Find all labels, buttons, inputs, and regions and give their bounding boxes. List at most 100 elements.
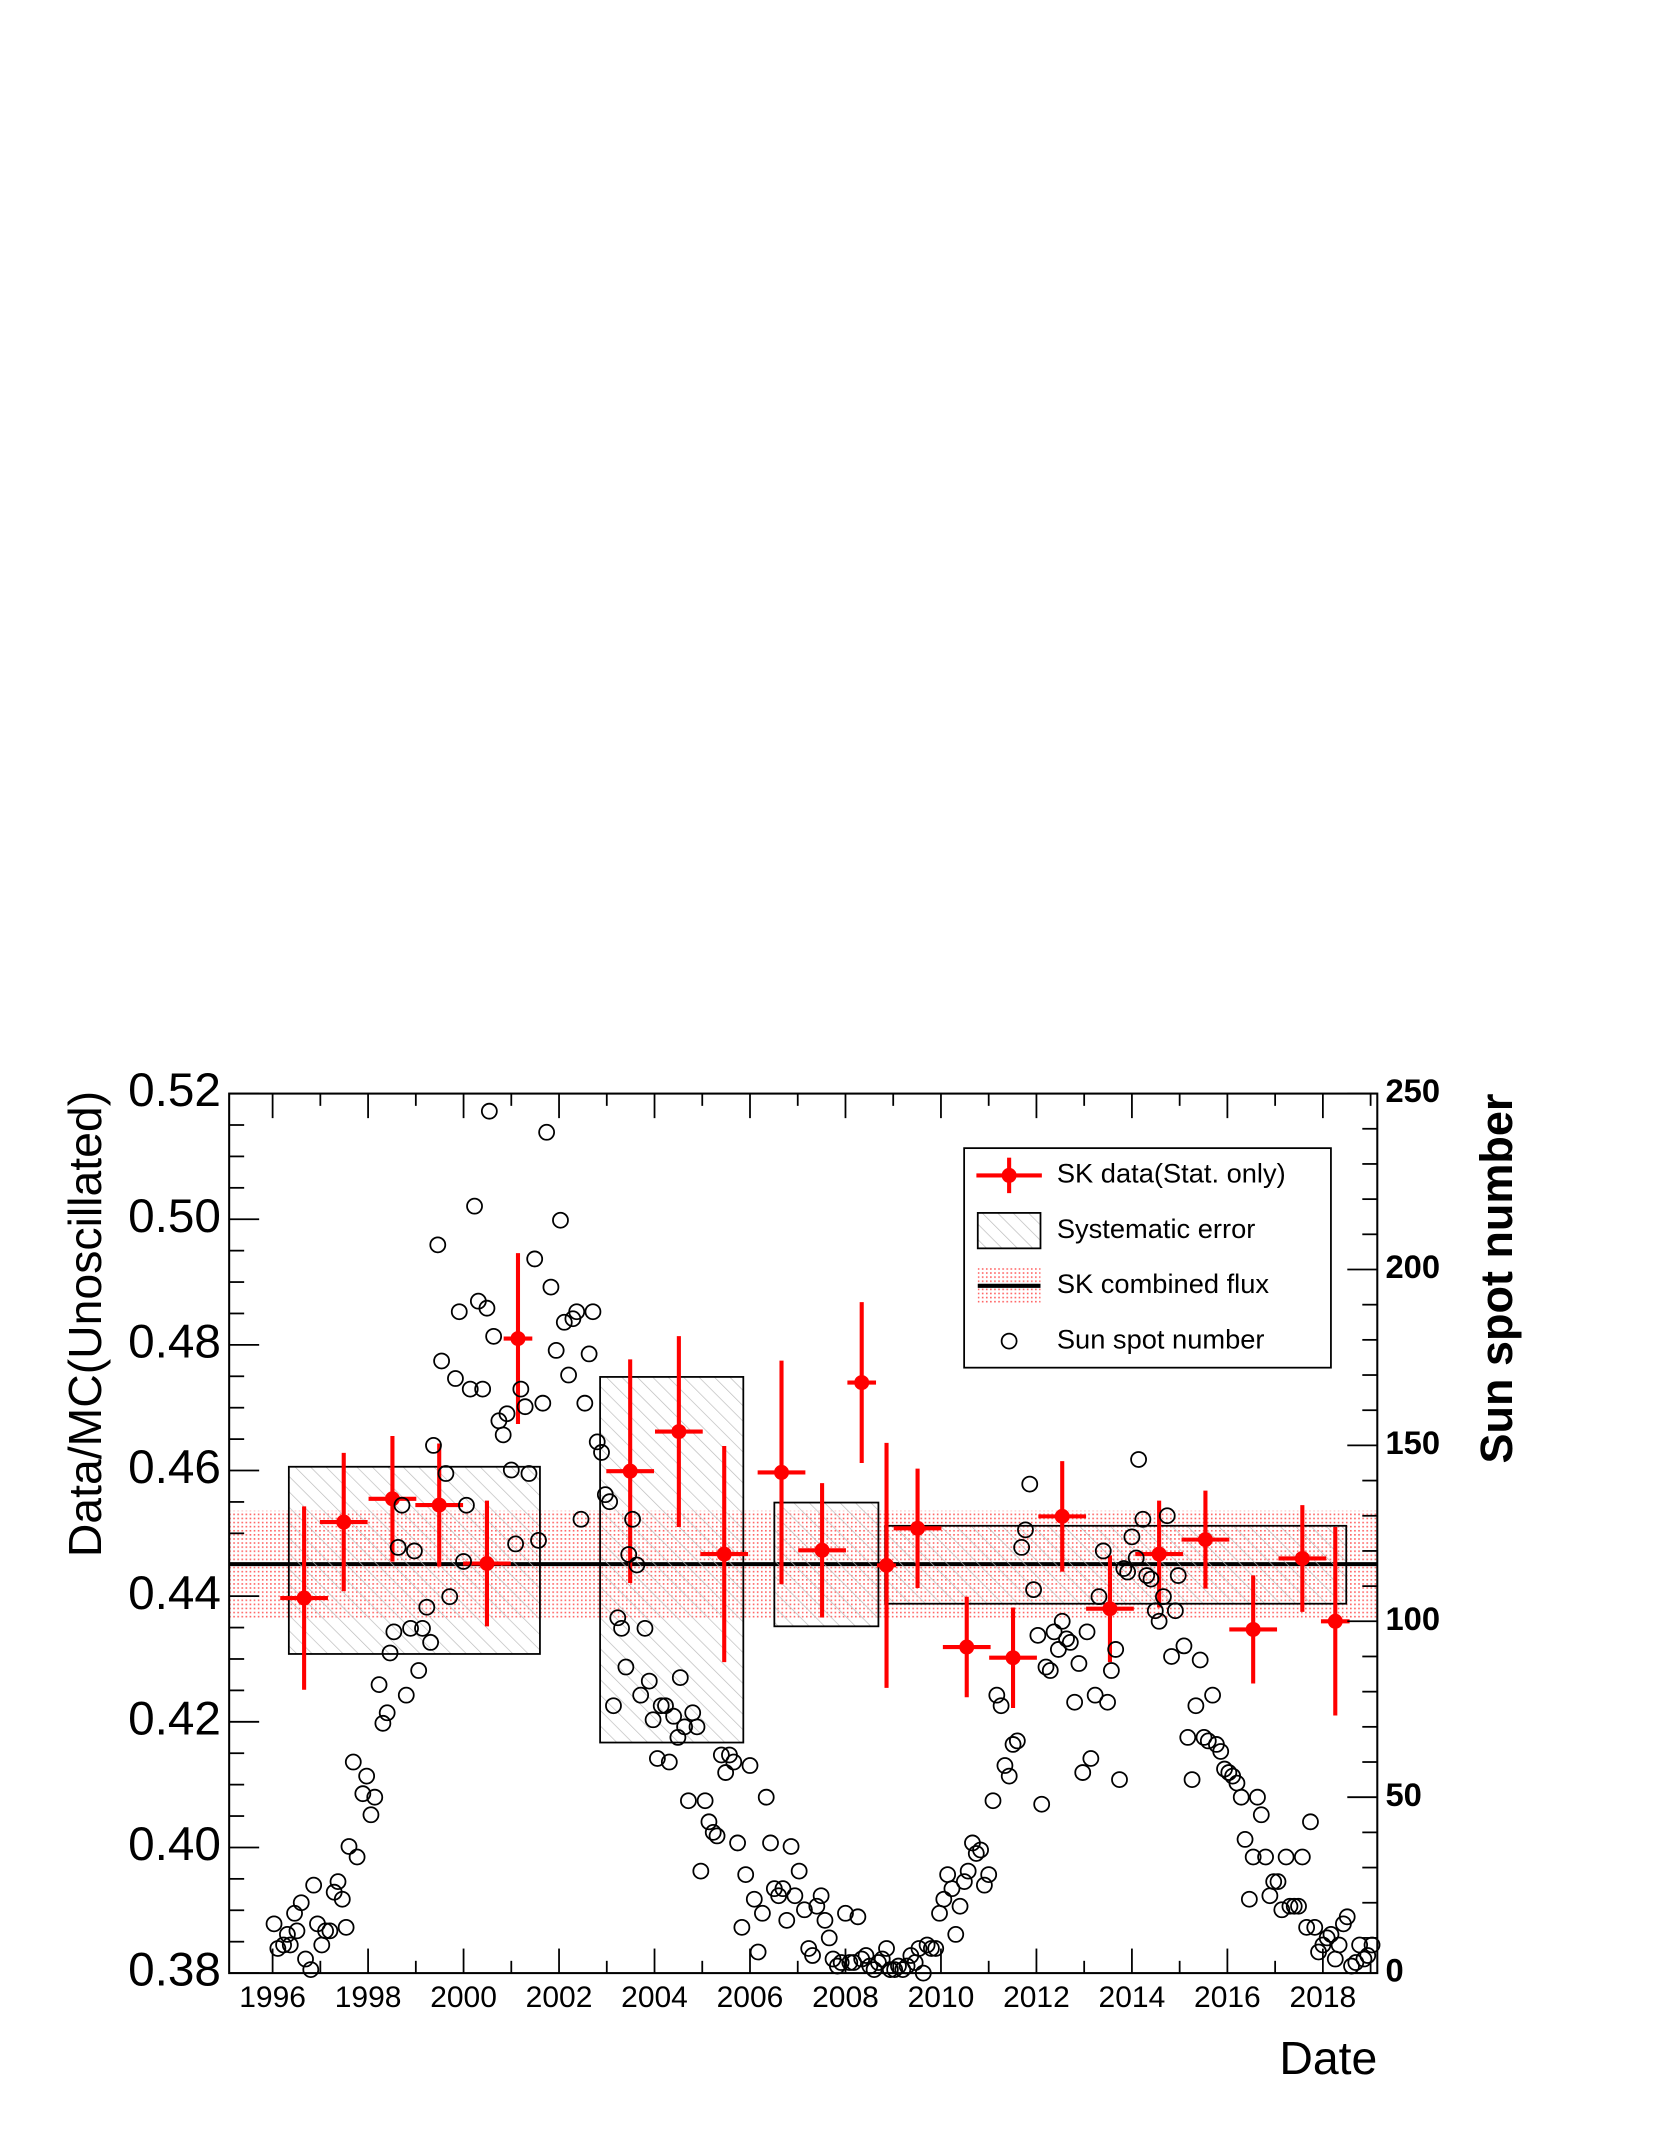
sunspot-point — [1099, 1693, 1116, 1711]
sunspot-point — [418, 1598, 436, 1616]
sunspot-point — [381, 1644, 399, 1662]
sunspot-point — [397, 1686, 415, 1704]
sunspot-point — [671, 1669, 689, 1686]
sunspot-point — [692, 1862, 710, 1880]
sunspot-point — [717, 1764, 735, 1781]
sunspot-point — [1070, 1655, 1088, 1672]
sunspot-point — [1021, 1475, 1039, 1493]
sunspot-point — [530, 1531, 547, 1549]
data-point — [1294, 1550, 1310, 1566]
sunspot-point — [429, 1236, 447, 1254]
sunspot-point — [393, 1496, 411, 1514]
sunspot-point — [881, 1961, 899, 1978]
sunspot-point — [1265, 1873, 1283, 1891]
sunspot-point — [1166, 1602, 1184, 1620]
sunspot-point — [609, 1609, 627, 1627]
y2-tick-label: 150 — [1385, 1424, 1440, 1461]
sunspot-point — [455, 1553, 472, 1570]
y-tick-label: 0.44 — [128, 1567, 221, 1620]
x-tick-label: 1998 — [335, 1981, 402, 2014]
data-point — [959, 1639, 975, 1655]
sunspot-point — [1115, 1560, 1133, 1577]
sunspot-point — [1220, 1764, 1238, 1781]
sunspot-point — [1183, 1771, 1201, 1788]
sunspot-point — [576, 1394, 594, 1412]
sunspot-point — [967, 1845, 985, 1862]
sunspot-point — [680, 1792, 697, 1810]
sunspot-point — [466, 1197, 483, 1215]
sunspot-point — [1306, 1918, 1324, 1936]
sunspot-point — [841, 1954, 859, 1971]
sunspot-point — [935, 1890, 953, 1908]
legend-label: Sun spot number — [1057, 1323, 1265, 1354]
sunspot-point — [931, 1904, 948, 1922]
sunspot-point — [886, 1961, 904, 1978]
data-point — [1151, 1546, 1167, 1562]
sunspot-point — [478, 1299, 496, 1317]
sunspot-point — [507, 1535, 524, 1553]
sunspot-point — [1008, 1732, 1026, 1750]
sunspot-point — [624, 1510, 641, 1528]
sunspot-point — [584, 1303, 602, 1321]
sunspot-point — [757, 1788, 775, 1806]
sunspot-point — [1000, 1767, 1018, 1785]
sunspot-point — [636, 1619, 654, 1637]
sunspot-point — [1285, 1897, 1303, 1915]
sunspot-point — [652, 1697, 670, 1715]
sunspot-point — [1322, 1926, 1340, 1943]
x-tick-label: 2006 — [717, 1981, 784, 2014]
box-layer — [287, 1376, 1348, 1744]
legend-symbol — [1000, 1332, 1018, 1350]
x-tick-label: 2008 — [812, 1981, 879, 2014]
sunspot-point — [1302, 1813, 1319, 1831]
sunspot-point — [313, 1936, 331, 1954]
sunspot-point — [778, 1911, 796, 1929]
sunspot-point — [410, 1662, 428, 1679]
sunspot-point — [955, 1873, 973, 1891]
sunspot-point — [644, 1711, 662, 1729]
sunspot-point — [1326, 1950, 1344, 1968]
sunspot-point — [1187, 1697, 1205, 1715]
sunspot-point — [918, 1936, 936, 1954]
sunspot-point — [458, 1496, 475, 1514]
sunspot-point — [1053, 1612, 1071, 1630]
sunspot-point — [790, 1862, 808, 1880]
sunspot-point — [1119, 1563, 1137, 1581]
sunspot-point — [302, 1961, 320, 1978]
sunspot-point — [1041, 1662, 1059, 1679]
sunspot-point — [297, 1950, 314, 1968]
data-point — [1245, 1621, 1261, 1637]
sunspot-point — [1244, 1848, 1262, 1866]
sunspot-point — [762, 1834, 779, 1852]
sunspot-point — [816, 1911, 834, 1929]
sunspot-point — [1033, 1795, 1051, 1813]
sunspot-point — [959, 1862, 977, 1880]
x-tick-label: 1996 — [239, 1981, 306, 2014]
sunspot-point — [1146, 1602, 1164, 1620]
sunspot-point — [333, 1890, 351, 1908]
sunspot-point — [1355, 1950, 1373, 1968]
sunspot-point — [992, 1697, 1010, 1715]
sunspot-point — [660, 1753, 678, 1771]
legend-label: Systematic error — [1057, 1213, 1255, 1244]
y2-tick-label: 250 — [1385, 1072, 1440, 1109]
sunspot-point — [520, 1465, 538, 1482]
y-tick-label: 0.52 — [128, 1064, 221, 1117]
sunspot-point — [560, 1366, 577, 1384]
sunspot-point — [749, 1943, 767, 1961]
sunspot-point — [939, 1866, 957, 1883]
legend-symbol — [1001, 1167, 1017, 1183]
sunspot-point — [502, 1461, 520, 1479]
sunspot-point — [632, 1686, 650, 1704]
sunspot-point — [534, 1394, 552, 1412]
sunspot-point — [1150, 1612, 1168, 1630]
sunspot-point — [593, 1444, 610, 1461]
data-point — [622, 1463, 638, 1479]
sunspot-point — [947, 1926, 965, 1943]
sunspot-point — [366, 1788, 384, 1806]
sunspot-point — [812, 1887, 830, 1905]
x-tick-label: 2016 — [1194, 1981, 1261, 2014]
sunspot-point — [1179, 1729, 1197, 1746]
legend-box — [963, 1147, 1332, 1369]
